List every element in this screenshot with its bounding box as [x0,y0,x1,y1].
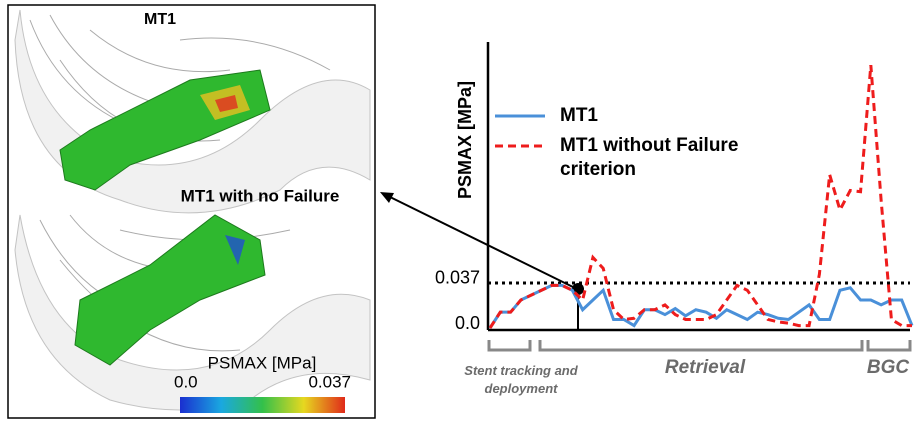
colorbar-tick-label: 0.037 [308,372,351,391]
legend-entry: MT1 [560,104,598,128]
colorbar-title: PSMAX [MPa] [208,353,317,372]
y-tick-label: 0.0 [455,313,480,333]
phase-label: Stent tracking and deployment [446,362,596,398]
y-tick-label: 0.037 [435,268,480,288]
y-axis-title: PSMAX [MPa] [455,81,475,199]
phase-label: BGC [860,357,916,379]
figure: MT1 MT1 with no Failure PSMAX [MPa] PSMA… [0,0,922,422]
colorbar-tick-label: 0.0 [174,372,198,391]
arrow [388,196,575,288]
series-line [490,285,912,328]
phase-label: Retrieval [620,357,790,379]
legend-entry: MT1 without Failure criterion [560,134,760,182]
phase-brackets [489,340,910,350]
colorbar [180,397,345,413]
panel-label: MT1 with no Failure [181,186,340,205]
panel-label: MT1 [144,11,176,28]
